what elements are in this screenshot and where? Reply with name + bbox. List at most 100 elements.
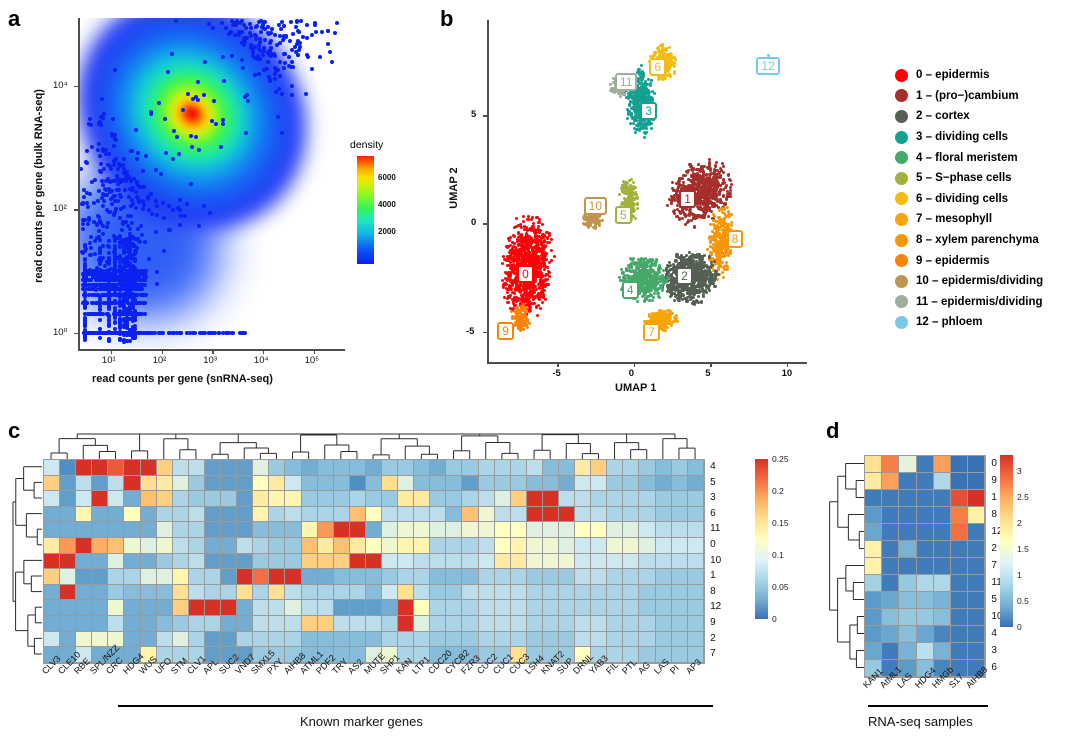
data-point bbox=[283, 61, 288, 66]
umap-point bbox=[706, 247, 710, 251]
data-point bbox=[125, 315, 130, 320]
umap-point bbox=[671, 291, 675, 295]
data-point bbox=[239, 41, 244, 46]
umap-point bbox=[681, 217, 685, 221]
data-point bbox=[110, 116, 115, 121]
umap-point bbox=[538, 249, 542, 253]
data-point bbox=[113, 263, 118, 268]
data-point bbox=[82, 320, 87, 325]
data-point bbox=[106, 302, 111, 307]
data-point bbox=[262, 45, 267, 50]
data-point bbox=[256, 53, 261, 58]
data-point bbox=[135, 268, 140, 273]
data-point bbox=[157, 330, 162, 335]
data-point bbox=[113, 274, 118, 279]
data-point bbox=[84, 148, 89, 153]
data-point bbox=[234, 21, 239, 26]
umap-point bbox=[540, 222, 544, 226]
data-point bbox=[178, 213, 183, 218]
umap-point bbox=[677, 177, 681, 181]
data-point bbox=[231, 22, 236, 27]
umap-point bbox=[690, 252, 694, 257]
data-point bbox=[114, 178, 119, 183]
data-point bbox=[99, 178, 104, 183]
data-point bbox=[118, 317, 122, 322]
umap-point bbox=[653, 92, 657, 96]
data-point bbox=[115, 166, 120, 171]
data-point bbox=[189, 134, 193, 139]
data-point bbox=[140, 232, 145, 237]
data-point bbox=[109, 287, 114, 292]
panel-a-y-axis-title: read counts per gene (bulk RNA-seq) bbox=[33, 89, 45, 283]
data-point bbox=[85, 222, 90, 227]
data-point bbox=[128, 317, 133, 321]
data-point bbox=[125, 237, 130, 242]
data-point bbox=[256, 42, 261, 47]
data-point bbox=[125, 326, 130, 331]
umap-point bbox=[639, 256, 644, 260]
data-point bbox=[141, 207, 146, 212]
data-point bbox=[268, 40, 273, 45]
data-point bbox=[253, 37, 258, 42]
data-point bbox=[109, 188, 114, 193]
data-point bbox=[122, 305, 126, 310]
umap-point bbox=[660, 284, 664, 288]
umap-point bbox=[722, 164, 726, 168]
data-point bbox=[82, 217, 87, 222]
data-point bbox=[99, 123, 104, 128]
data-point bbox=[128, 235, 133, 240]
panel-a-x-tick-label: 10¹ bbox=[101, 355, 116, 366]
data-point bbox=[133, 287, 138, 292]
data-point bbox=[150, 212, 155, 217]
data-point bbox=[290, 65, 295, 70]
data-point bbox=[106, 296, 111, 301]
data-point bbox=[220, 117, 225, 122]
data-point bbox=[97, 219, 102, 224]
panel-a-x-tick-label: 10⁵ bbox=[304, 355, 320, 366]
umap-point bbox=[524, 287, 528, 291]
umap-point bbox=[692, 167, 696, 171]
data-point bbox=[304, 92, 309, 97]
data-point bbox=[155, 281, 160, 286]
umap-point bbox=[724, 198, 729, 202]
data-point bbox=[265, 24, 270, 29]
data-point bbox=[141, 293, 146, 298]
umap-point bbox=[675, 254, 679, 258]
umap-point bbox=[537, 217, 541, 221]
data-point bbox=[201, 93, 206, 98]
data-point bbox=[119, 330, 124, 335]
data-point bbox=[118, 259, 122, 264]
umap-point bbox=[552, 254, 556, 258]
umap-point bbox=[681, 180, 685, 184]
data-point bbox=[84, 301, 89, 306]
data-point bbox=[88, 123, 93, 128]
data-point bbox=[280, 130, 285, 135]
data-point bbox=[101, 115, 106, 120]
umap-point bbox=[725, 250, 729, 254]
data-point bbox=[242, 23, 247, 28]
data-point bbox=[193, 135, 198, 140]
data-point bbox=[115, 330, 120, 335]
data-point bbox=[130, 220, 135, 225]
umap-point bbox=[698, 289, 702, 293]
data-point bbox=[104, 282, 109, 287]
data-point bbox=[106, 285, 111, 290]
data-point bbox=[154, 230, 159, 235]
data-point bbox=[109, 132, 114, 137]
data-point bbox=[91, 292, 96, 297]
umap-point bbox=[675, 207, 680, 211]
data-point bbox=[296, 38, 301, 43]
umap-point bbox=[708, 244, 712, 248]
data-point bbox=[114, 207, 119, 212]
umap-point bbox=[540, 274, 544, 278]
data-point bbox=[261, 53, 266, 58]
umap-point bbox=[671, 209, 675, 213]
data-point bbox=[93, 177, 98, 182]
data-point bbox=[175, 205, 180, 210]
data-point bbox=[242, 39, 247, 44]
data-point bbox=[129, 198, 134, 203]
data-point bbox=[277, 22, 282, 27]
panel-a-x-axis bbox=[78, 349, 345, 351]
umap-point bbox=[718, 192, 722, 196]
data-point bbox=[133, 266, 138, 271]
